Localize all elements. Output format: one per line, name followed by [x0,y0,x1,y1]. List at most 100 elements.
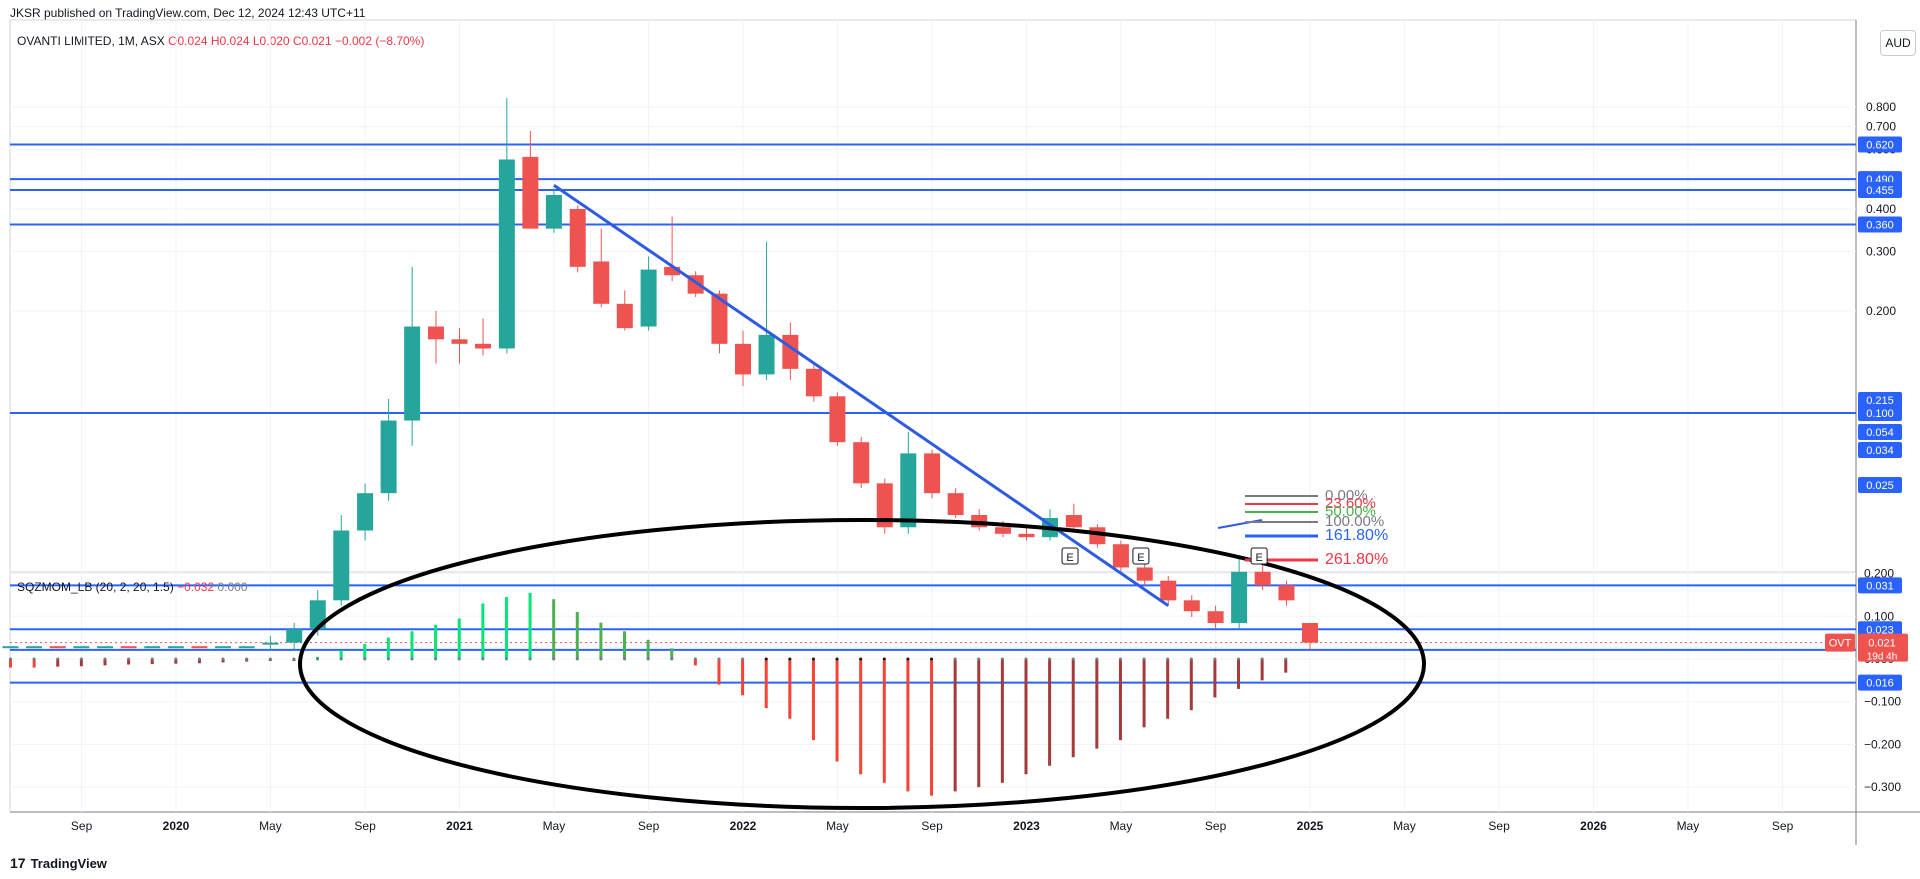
y-tick-label: 0.200 [1866,304,1896,318]
momentum-bar [953,659,957,792]
x-tick-label: Sep [71,819,93,833]
momentum-bar [56,659,60,667]
fib-level-label: 161.80% [1325,527,1388,544]
published-header: JKSR published on TradingView.com, Dec 1… [10,6,366,20]
earnings-mark-box [1250,547,1268,565]
momentum-bars [9,592,1288,796]
momentum-bar [32,659,36,668]
momentum-bar [906,659,910,792]
tradingview-logo-icon: 17 [10,855,26,871]
candle-down [1160,580,1177,601]
candle-down [1018,533,1035,538]
momentum-bar [174,659,178,664]
level-price-label: 0.031 [1866,580,1894,592]
momentum-bar [1237,659,1241,689]
candle-up [900,453,917,528]
momentum-bar [764,659,768,709]
squeeze-dot [363,657,367,661]
candle-down [522,156,539,229]
currency-button[interactable]: AUD [1880,30,1916,56]
x-tick-label: May [543,819,566,833]
squeeze-dot [1237,657,1241,661]
candle-flat [73,646,90,649]
candle-flat [96,646,113,649]
price-axis: 0.8000.7000.6000.5000.4000.3000.2000.100… [1825,100,1908,794]
x-tick-label: Sep [1772,819,1794,833]
squeeze-dot [1118,657,1122,661]
x-tick-label: Sep [354,819,376,833]
momentum-bar [1071,659,1075,758]
squeeze-dot [741,657,745,661]
candle-down [805,368,822,397]
mom-y-tick-label: −0.100 [1864,695,1901,709]
level-price-label: 0.620 [1866,140,1894,152]
candle-flat [215,646,232,649]
level-price-tag [1858,674,1902,691]
squeeze-dot [1189,657,1193,661]
candle-down [1136,567,1153,581]
fib-level-label: 50.00% [1325,503,1376,520]
ellipse-annotation [298,518,1426,810]
axis-price-tag [1858,477,1902,493]
candle-down [1065,515,1082,528]
squeeze-dot [292,657,296,661]
candle-down [593,261,610,304]
candle-down [616,303,633,329]
squeeze-dot [1095,657,1099,661]
momentum-bar [1189,659,1193,711]
earnings-mark-label: E [1137,552,1144,564]
squeeze-dot [693,657,697,661]
symbol-legend: OVANTI LIMITED, 1M, ASX O0.024 H0.024 L0… [17,34,424,48]
candle-down [735,343,751,375]
momentum-bar [339,650,343,659]
footer-brand[interactable]: 17 TradingView [10,855,107,871]
level-price-label: 0.016 [1866,678,1894,690]
mom-y-tick-label: −0.200 [1864,737,1901,751]
momentum-bar [197,659,201,664]
momentum-bar [1118,659,1122,741]
level-price-tag [1858,405,1902,421]
candle-down [994,527,1011,534]
candle-down [1278,585,1295,601]
candles [2,98,1318,650]
squeeze-dot [150,657,154,661]
momentum-bar [103,659,107,666]
axis-price-label: 0.025 [1866,480,1894,492]
momentum-bar [363,644,367,659]
candle-down [1302,623,1318,643]
axis-price-label: 0.054 [1866,427,1894,439]
candle-down [1254,571,1271,586]
candle-up [640,269,657,327]
candle-down [475,343,492,349]
momentum-bar [127,659,131,665]
fib-level-label: 23.60% [1325,495,1376,512]
candle-flat [120,646,137,649]
squeeze-dot [977,657,981,661]
squeeze-dot [481,657,485,661]
indicator-value-1: −0.032 [177,580,215,594]
squeeze-dot [32,657,36,661]
squeeze-dot [1213,657,1217,661]
squeeze-dot [56,657,60,661]
momentum-bar [670,648,674,659]
squeeze-dot [882,657,886,661]
momentum-bar [1284,659,1288,673]
momentum-bar [623,631,627,659]
squeeze-dot [410,657,414,661]
squeeze-dot [764,657,768,661]
symbol-tag [1825,633,1855,652]
x-tick-label: 2022 [730,819,757,833]
candle-down [664,266,681,276]
candle-down [924,453,941,494]
level-price-label: 0.455 [1866,185,1894,197]
squeeze-dot [1048,657,1052,661]
level-price-tag [1858,621,1902,638]
squeeze-dot [528,657,532,661]
x-tick-label: 2020 [163,819,190,833]
level-price-label: 0.100 [1866,408,1894,420]
axis-price-label: 0.034 [1866,445,1894,457]
indicator-value-2: 0.000 [217,580,248,594]
squeeze-dot [1284,657,1288,661]
